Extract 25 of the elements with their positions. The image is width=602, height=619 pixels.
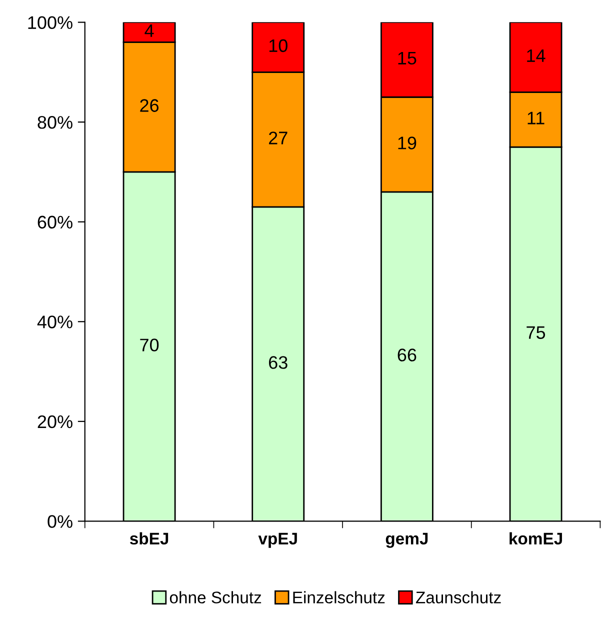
y-tick-label: 80%	[38, 116, 72, 129]
data-label: 27	[268, 132, 288, 144]
data-label: 66	[398, 348, 416, 362]
data-label: 10	[269, 39, 288, 52]
legend-label: Einzelschutz	[293, 591, 385, 604]
x-tick-label: vpEJ	[258, 532, 297, 548]
data-label: 75	[526, 326, 546, 339]
data-label: 26	[140, 99, 159, 112]
y-tick-label: 100%	[28, 16, 72, 30]
y-tick-label: 20%	[38, 415, 72, 428]
data-label: 14	[527, 49, 546, 62]
x-tick-label: sbEJ	[130, 532, 168, 545]
y-tick-label: 40%	[37, 316, 72, 328]
data-label: 11	[528, 112, 544, 124]
data-label: 4	[144, 24, 154, 37]
data-label: 15	[398, 52, 416, 65]
x-tick-label: komEJ	[510, 532, 562, 545]
y-tick-label: 60%	[38, 216, 72, 229]
x-tick-label: gemJ	[386, 532, 428, 548]
data-label: 63	[269, 356, 288, 369]
legend-label: Zaunschutz	[416, 591, 501, 604]
data-label: 19	[398, 136, 416, 150]
data-label: 70	[140, 338, 159, 352]
y-tick-label: 0%	[48, 515, 72, 528]
legend-label: ohne Schutz	[170, 591, 262, 604]
